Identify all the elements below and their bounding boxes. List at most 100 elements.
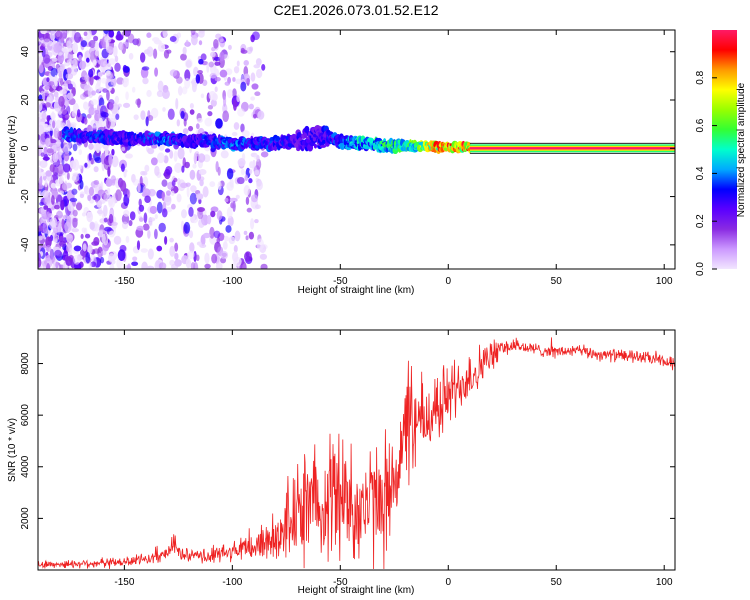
- spectrogram-noise-cell: [171, 180, 176, 187]
- spectrogram-noise-cell: [89, 221, 95, 230]
- spectrogram-noise-cell: [92, 59, 97, 66]
- spectrogram-noise-cell: [140, 170, 146, 176]
- spectrogram-noise-cell: [169, 245, 176, 257]
- spectrogram-noise-cell: [39, 45, 44, 51]
- colorbar-tick-label: 0.2: [695, 214, 706, 228]
- spectrogram-noise-cell: [177, 86, 183, 96]
- spectrogram-noise-cell: [217, 166, 221, 176]
- spectrogram-noise-cell: [169, 237, 174, 243]
- spectrogram-noise-cell: [90, 157, 94, 165]
- spectrogram-noise-cell: [117, 103, 122, 108]
- spectrogram-noise-cell: [83, 101, 89, 110]
- spectrogram-noise-cell: [198, 40, 203, 46]
- spectrogram-noise-cell: [114, 95, 119, 104]
- spectrogram-noise-cell: [82, 243, 87, 252]
- spectrogram-noise-cell: [108, 213, 114, 224]
- spectrogram-noise-cell: [59, 175, 64, 185]
- spectrogram-noise-cell: [261, 64, 266, 71]
- snr-y-tick-label: 2000: [20, 507, 31, 530]
- spectrogram-noise-cell: [254, 204, 261, 210]
- spectrogram-noise-cell: [235, 78, 242, 85]
- spectrogram-noise-cell: [162, 107, 166, 112]
- spectrogram-noise-cell: [142, 223, 150, 231]
- spectrogram-noise-cell: [162, 30, 168, 38]
- spectrogram-noise-cell: [100, 77, 107, 84]
- spectrogram-noise-cell: [150, 144, 158, 149]
- snr-y-tick-label: 4000: [20, 455, 31, 478]
- spectrogram-noise-cell: [141, 261, 148, 269]
- spectrogram-noise-cell: [108, 230, 115, 238]
- spectrogram-noise-cell: [38, 118, 41, 124]
- spectrogram-noise-cell: [150, 107, 159, 119]
- spectrogram-noise-cell: [58, 95, 65, 107]
- spectrogram-ridge-cell: [319, 144, 327, 148]
- spectrogram-noise-cell: [65, 105, 71, 115]
- spectrogram-noise-cell: [106, 89, 110, 101]
- spectrogram-noise-cell: [83, 207, 90, 215]
- spectrogram-noise-cell: [207, 111, 213, 117]
- spectrogram-noise-cell: [181, 209, 187, 219]
- spectrogram-noise-cell: [128, 219, 133, 227]
- spectrogram-noise-cell: [252, 113, 257, 119]
- spectrogram-noise-cell: [236, 94, 241, 103]
- spectrogram-noise-cell: [209, 181, 216, 188]
- spectrogram-noise-cell: [81, 227, 86, 233]
- spectrogram-noise-cell: [180, 53, 187, 61]
- spectrogram-noise-cell: [197, 69, 203, 75]
- spectrogram-noise-cell: [94, 50, 100, 57]
- spectrogram-noise-cell: [133, 114, 139, 120]
- spectrogram-noise-cell: [45, 245, 52, 253]
- spectrogram-noise-cell: [59, 89, 67, 95]
- spectrogram-noise-cell: [108, 253, 116, 263]
- spectrogram-noise-cell: [198, 58, 204, 65]
- spectrogram-noise-cell: [103, 217, 108, 223]
- spectrogram-noise-cell: [260, 151, 269, 158]
- snr-y-ticks: 2000 4000 6000 8000: [20, 352, 675, 530]
- spectrogram-noise-cell: [190, 262, 196, 269]
- spectrogram-noise-cell: [38, 207, 46, 215]
- spectrogram-noise-cell: [73, 254, 81, 265]
- spectrogram-noise-cell: [108, 113, 113, 122]
- spectrogram-noise-cell: [156, 201, 163, 214]
- spectrogram-noise-cell: [66, 59, 74, 65]
- snr-panel: -150 -100 -50 0 50 100 2000 4000 6000 8000 Heigh…: [7, 329, 676, 596]
- spectrogram-noise-cell: [123, 30, 132, 37]
- spectrogram-noise-cell: [236, 60, 240, 67]
- spectrogram-noise-cell: [40, 30, 48, 35]
- spectrogram-noise-cell: [38, 134, 41, 141]
- spectrogram-noise-cell: [56, 210, 63, 219]
- spectrogram-noise-cell: [38, 166, 42, 179]
- spectrogram-noise-cell: [158, 222, 166, 233]
- spectrogram-noise-cell: [182, 128, 189, 135]
- spectrogram-noise-cell: [64, 264, 68, 269]
- spectrogram-noise-cell: [209, 226, 215, 239]
- spectrogram-noise-cell: [136, 38, 141, 47]
- spectrogram-noise-cell: [86, 211, 93, 223]
- spectrogram-noise-cell: [38, 225, 43, 232]
- spectrogram-noise-cell: [209, 72, 217, 79]
- spectrogram-noise-cell: [125, 235, 130, 244]
- spectrogram-noise-cell: [60, 142, 64, 149]
- spectrogram-noise-cell: [215, 118, 223, 129]
- spectrogram-noise-cell: [226, 181, 234, 191]
- spectrogram-noise-cell: [38, 235, 43, 241]
- spectrogram-noise-cell: [145, 116, 149, 127]
- spectrogram-noise-cell: [66, 40, 72, 49]
- spectrogram-noise-cell: [70, 30, 74, 39]
- spectrogram-noise-cell: [163, 155, 169, 164]
- spectrogram-noise-cell: [223, 235, 229, 242]
- spectrogram-noise-cell: [224, 197, 229, 203]
- spectrogram-noise-cell: [114, 55, 119, 63]
- spectrogram-noise-cell: [208, 61, 214, 68]
- spectrogram-noise-cell: [216, 210, 223, 221]
- spectrogram-noise-cell: [54, 30, 63, 40]
- spectrogram-noise-cell: [115, 113, 120, 120]
- spectrogram-noise-cell: [188, 125, 194, 132]
- spectrogram-noise-cell: [253, 64, 261, 69]
- spectrogram-noise-cell: [189, 102, 194, 109]
- spectrogram-noise-cell: [147, 229, 151, 239]
- spectrogram-noise-cell: [232, 251, 239, 263]
- spectrogram-noise-cell: [259, 253, 268, 260]
- spectrogram-noise-cell: [154, 165, 160, 176]
- spectrogram-noise-cell: [49, 164, 55, 173]
